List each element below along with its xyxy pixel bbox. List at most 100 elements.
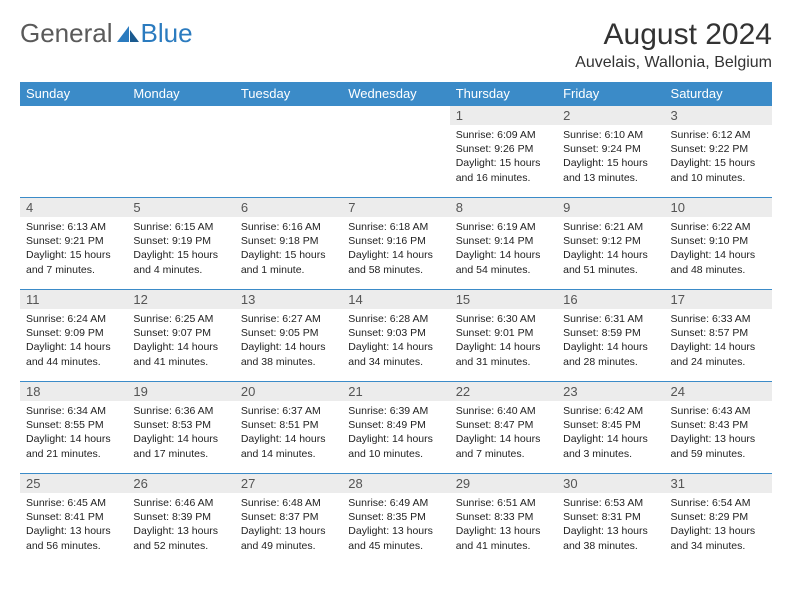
logo-text-blue: Blue: [141, 18, 193, 49]
day-number: 31: [665, 474, 772, 493]
sunset-text: Sunset: 9:26 PM: [456, 142, 551, 156]
day-number: 18: [20, 382, 127, 401]
day-details: Sunrise: 6:53 AMSunset: 8:31 PMDaylight:…: [557, 493, 664, 556]
daylight-text: Daylight: 14 hours and 3 minutes.: [563, 432, 658, 460]
sunrise-text: Sunrise: 6:28 AM: [348, 312, 443, 326]
location: Auvelais, Wallonia, Belgium: [575, 54, 772, 72]
daylight-text: Daylight: 13 hours and 49 minutes.: [241, 524, 336, 552]
sunset-text: Sunset: 8:39 PM: [133, 510, 228, 524]
sunset-text: Sunset: 8:53 PM: [133, 418, 228, 432]
day-details: Sunrise: 6:36 AMSunset: 8:53 PMDaylight:…: [127, 401, 234, 464]
header: General Blue August 2024 Auvelais, Wallo…: [20, 18, 772, 72]
daylight-text: Daylight: 13 hours and 59 minutes.: [671, 432, 766, 460]
calendar-day: 4Sunrise: 6:13 AMSunset: 9:21 PMDaylight…: [20, 198, 127, 290]
sunset-text: Sunset: 8:37 PM: [241, 510, 336, 524]
sunrise-text: Sunrise: 6:36 AM: [133, 404, 228, 418]
day-details: Sunrise: 6:12 AMSunset: 9:22 PMDaylight:…: [665, 125, 772, 188]
day-number: 5: [127, 198, 234, 217]
daylight-text: Daylight: 14 hours and 21 minutes.: [26, 432, 121, 460]
day-details: Sunrise: 6:18 AMSunset: 9:16 PMDaylight:…: [342, 217, 449, 280]
sunrise-text: Sunrise: 6:15 AM: [133, 220, 228, 234]
sunrise-text: Sunrise: 6:27 AM: [241, 312, 336, 326]
calendar-day: 16Sunrise: 6:31 AMSunset: 8:59 PMDayligh…: [557, 290, 664, 382]
sunset-text: Sunset: 9:14 PM: [456, 234, 551, 248]
calendar-day: 30Sunrise: 6:53 AMSunset: 8:31 PMDayligh…: [557, 474, 664, 566]
calendar-day: 2Sunrise: 6:10 AMSunset: 9:24 PMDaylight…: [557, 106, 664, 198]
day-details: Sunrise: 6:31 AMSunset: 8:59 PMDaylight:…: [557, 309, 664, 372]
sunset-text: Sunset: 8:29 PM: [671, 510, 766, 524]
weekday-header: Saturday: [665, 82, 772, 106]
weekday-header: Wednesday: [342, 82, 449, 106]
calendar-day: 26Sunrise: 6:46 AMSunset: 8:39 PMDayligh…: [127, 474, 234, 566]
calendar-week: 1Sunrise: 6:09 AMSunset: 9:26 PMDaylight…: [20, 106, 772, 198]
sunset-text: Sunset: 8:35 PM: [348, 510, 443, 524]
day-details: Sunrise: 6:21 AMSunset: 9:12 PMDaylight:…: [557, 217, 664, 280]
logo: General Blue: [20, 18, 193, 49]
sunrise-text: Sunrise: 6:31 AM: [563, 312, 658, 326]
sunset-text: Sunset: 9:22 PM: [671, 142, 766, 156]
sunrise-text: Sunrise: 6:10 AM: [563, 128, 658, 142]
day-number: 20: [235, 382, 342, 401]
sunrise-text: Sunrise: 6:49 AM: [348, 496, 443, 510]
sunset-text: Sunset: 8:57 PM: [671, 326, 766, 340]
sunrise-text: Sunrise: 6:39 AM: [348, 404, 443, 418]
day-number: 7: [342, 198, 449, 217]
daylight-text: Daylight: 15 hours and 7 minutes.: [26, 248, 121, 276]
weekday-header: Monday: [127, 82, 234, 106]
sunset-text: Sunset: 9:07 PM: [133, 326, 228, 340]
day-details: Sunrise: 6:37 AMSunset: 8:51 PMDaylight:…: [235, 401, 342, 464]
sunset-text: Sunset: 9:21 PM: [26, 234, 121, 248]
daylight-text: Daylight: 15 hours and 16 minutes.: [456, 156, 551, 184]
day-details: Sunrise: 6:28 AMSunset: 9:03 PMDaylight:…: [342, 309, 449, 372]
calendar-day: 10Sunrise: 6:22 AMSunset: 9:10 PMDayligh…: [665, 198, 772, 290]
calendar-day: 28Sunrise: 6:49 AMSunset: 8:35 PMDayligh…: [342, 474, 449, 566]
calendar-day: 14Sunrise: 6:28 AMSunset: 9:03 PMDayligh…: [342, 290, 449, 382]
calendar-day: 8Sunrise: 6:19 AMSunset: 9:14 PMDaylight…: [450, 198, 557, 290]
calendar-day: 22Sunrise: 6:40 AMSunset: 8:47 PMDayligh…: [450, 382, 557, 474]
sunrise-text: Sunrise: 6:43 AM: [671, 404, 766, 418]
daylight-text: Daylight: 14 hours and 14 minutes.: [241, 432, 336, 460]
day-number: 8: [450, 198, 557, 217]
calendar-day: 11Sunrise: 6:24 AMSunset: 9:09 PMDayligh…: [20, 290, 127, 382]
calendar-day: 15Sunrise: 6:30 AMSunset: 9:01 PMDayligh…: [450, 290, 557, 382]
calendar-table: Sunday Monday Tuesday Wednesday Thursday…: [20, 82, 772, 566]
weekday-header: Sunday: [20, 82, 127, 106]
sunrise-text: Sunrise: 6:18 AM: [348, 220, 443, 234]
day-details: Sunrise: 6:54 AMSunset: 8:29 PMDaylight:…: [665, 493, 772, 556]
sunset-text: Sunset: 8:45 PM: [563, 418, 658, 432]
day-details: Sunrise: 6:51 AMSunset: 8:33 PMDaylight:…: [450, 493, 557, 556]
day-number: 23: [557, 382, 664, 401]
day-number: 29: [450, 474, 557, 493]
day-number: 9: [557, 198, 664, 217]
sunrise-text: Sunrise: 6:21 AM: [563, 220, 658, 234]
calendar-day: 3Sunrise: 6:12 AMSunset: 9:22 PMDaylight…: [665, 106, 772, 198]
daylight-text: Daylight: 14 hours and 34 minutes.: [348, 340, 443, 368]
day-number: 12: [127, 290, 234, 309]
day-details: Sunrise: 6:16 AMSunset: 9:18 PMDaylight:…: [235, 217, 342, 280]
daylight-text: Daylight: 14 hours and 51 minutes.: [563, 248, 658, 276]
sunrise-text: Sunrise: 6:54 AM: [671, 496, 766, 510]
day-number: 25: [20, 474, 127, 493]
day-details: Sunrise: 6:34 AMSunset: 8:55 PMDaylight:…: [20, 401, 127, 464]
daylight-text: Daylight: 13 hours and 38 minutes.: [563, 524, 658, 552]
sunrise-text: Sunrise: 6:24 AM: [26, 312, 121, 326]
daylight-text: Daylight: 14 hours and 38 minutes.: [241, 340, 336, 368]
sunset-text: Sunset: 8:47 PM: [456, 418, 551, 432]
month-title: August 2024: [575, 18, 772, 52]
calendar-day: 25Sunrise: 6:45 AMSunset: 8:41 PMDayligh…: [20, 474, 127, 566]
daylight-text: Daylight: 14 hours and 31 minutes.: [456, 340, 551, 368]
daylight-text: Daylight: 14 hours and 10 minutes.: [348, 432, 443, 460]
day-details: Sunrise: 6:33 AMSunset: 8:57 PMDaylight:…: [665, 309, 772, 372]
day-number: 4: [20, 198, 127, 217]
sunset-text: Sunset: 9:09 PM: [26, 326, 121, 340]
day-details: Sunrise: 6:48 AMSunset: 8:37 PMDaylight:…: [235, 493, 342, 556]
day-details: Sunrise: 6:25 AMSunset: 9:07 PMDaylight:…: [127, 309, 234, 372]
sunrise-text: Sunrise: 6:30 AM: [456, 312, 551, 326]
calendar-day: 20Sunrise: 6:37 AMSunset: 8:51 PMDayligh…: [235, 382, 342, 474]
calendar-day: 7Sunrise: 6:18 AMSunset: 9:16 PMDaylight…: [342, 198, 449, 290]
day-number: 14: [342, 290, 449, 309]
day-number: 10: [665, 198, 772, 217]
sunset-text: Sunset: 8:59 PM: [563, 326, 658, 340]
day-details: Sunrise: 6:19 AMSunset: 9:14 PMDaylight:…: [450, 217, 557, 280]
day-details: Sunrise: 6:09 AMSunset: 9:26 PMDaylight:…: [450, 125, 557, 188]
